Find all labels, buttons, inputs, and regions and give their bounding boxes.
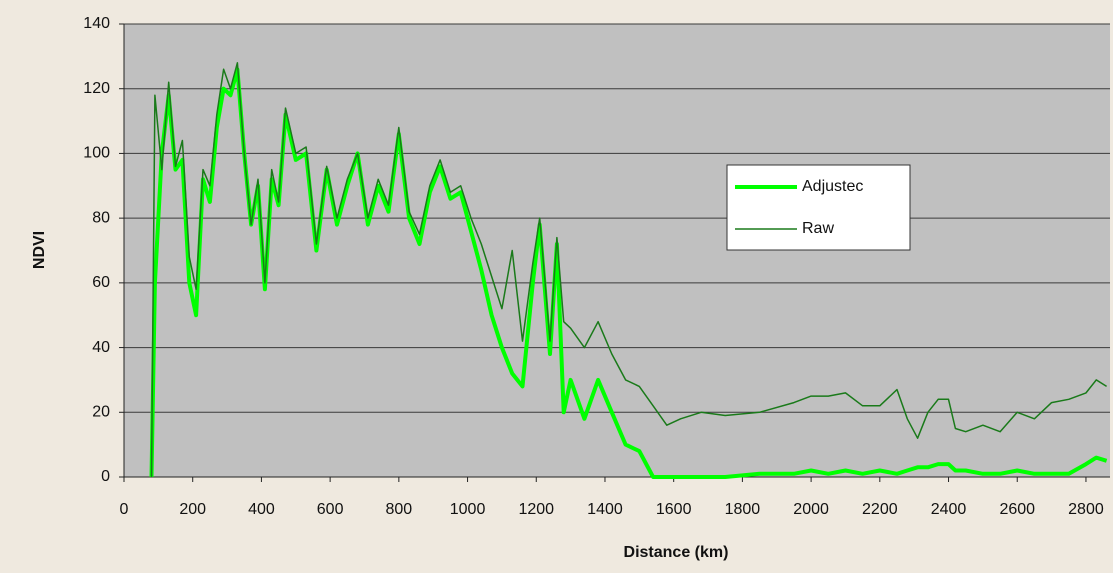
x-tick-label: 1600 [656, 501, 692, 518]
x-tick-label: 2000 [793, 501, 829, 518]
y-tick-label: 120 [83, 80, 110, 97]
legend-box [726, 164, 911, 251]
x-tick-label: 2600 [999, 501, 1035, 518]
series-line [150, 62, 1108, 478]
plot-area [124, 24, 1110, 477]
x-tick-label: 800 [385, 501, 412, 518]
x-tick-label: 2400 [931, 501, 967, 518]
y-tick-label: 20 [92, 404, 110, 421]
x-tick-label: 400 [248, 501, 275, 518]
y-tick-label: 60 [92, 274, 110, 291]
x-tick-label: 600 [317, 501, 344, 518]
x-tick-label: 1400 [587, 501, 623, 518]
x-tick-label: 200 [179, 501, 206, 518]
x-tick-label: 1200 [518, 501, 554, 518]
x-tick-label: 1800 [725, 501, 761, 518]
y-tick-label: 40 [92, 339, 110, 356]
y-tick-label: 140 [83, 15, 110, 32]
x-tick-label: 2800 [1068, 501, 1104, 518]
y-axis-label: NDVI [31, 231, 48, 269]
y-tick-label: 0 [101, 468, 110, 485]
y-tick-label: 100 [83, 145, 110, 162]
y-tick-label: 80 [92, 209, 110, 226]
x-tick-label: 2200 [862, 501, 898, 518]
x-tick-label: 0 [120, 501, 129, 518]
legend-label: Raw [802, 220, 834, 237]
x-tick-label: 1000 [450, 501, 486, 518]
x-axis-label: Distance (km) [624, 544, 729, 561]
legend-label: Adjustec [802, 178, 863, 195]
